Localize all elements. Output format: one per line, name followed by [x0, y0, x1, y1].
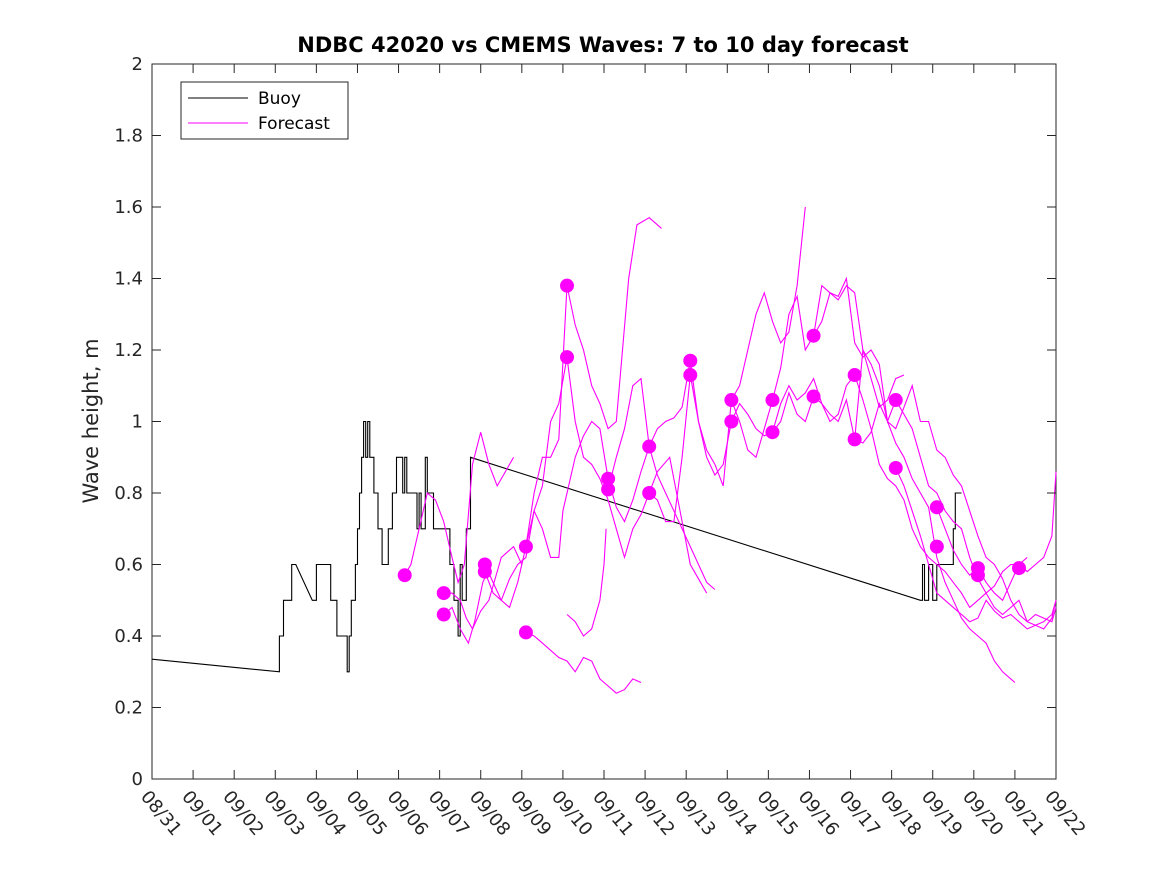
forecast-marker: [724, 414, 739, 429]
y-tick-label: 1.8: [114, 126, 143, 147]
forecast-run-line-10: [648, 373, 1028, 609]
forecast-marker: [518, 625, 533, 640]
forecast-run-line-8: [566, 528, 607, 637]
legend-label-forecast: Forecast: [258, 114, 330, 134]
buoy-series-line: [151, 420, 962, 673]
y-tick-label: 1: [132, 412, 143, 433]
forecast-marker: [397, 568, 412, 583]
forecast-marker: [683, 353, 698, 368]
forecast-marker: [1012, 561, 1027, 576]
y-tick-label: 0.8: [114, 483, 143, 504]
y-axis-label: Wave height, m: [79, 338, 103, 503]
legend-label-buoy: Buoy: [258, 89, 301, 109]
forecast-marker: [560, 350, 575, 365]
forecast-run-line-5: [484, 357, 708, 602]
forecast-run-line-3: [443, 564, 492, 645]
chart-title: NDBC 42020 vs CMEMS Waves: 7 to 10 day f…: [297, 33, 908, 57]
forecast-run-line-2: [443, 545, 523, 631]
y-tick-label: 1.2: [114, 340, 143, 361]
forecast-marker: [477, 564, 492, 579]
forecast-marker: [929, 539, 944, 554]
forecast-marker: [601, 482, 616, 497]
forecast-marker: [436, 586, 451, 601]
y-tick-label: 0.2: [114, 698, 143, 719]
forecast-marker: [642, 439, 657, 454]
forecast-marker: [642, 486, 657, 500]
plot-area: [151, 63, 1057, 780]
y-tick-label: 1.4: [114, 269, 143, 290]
y-tick-label: 0: [132, 769, 143, 790]
forecast-marker: [724, 393, 739, 408]
forecast-marker: [888, 393, 903, 408]
legend: Buoy Forecast: [180, 81, 349, 140]
forecast-run-line-11: [730, 206, 806, 401]
series-layer: [151, 206, 1057, 694]
forecast-run-line-7: [525, 631, 642, 694]
forecast-marker: [847, 368, 862, 383]
y-tick-label: 1.6: [114, 197, 143, 218]
y-tick-label: 2: [132, 54, 143, 75]
forecast-marker: [888, 460, 903, 475]
y-tick-label: 0.6: [114, 555, 143, 576]
forecast-run-line-12: [771, 348, 1016, 683]
forecast-marker: [765, 425, 780, 440]
y-tick-label: 0.4: [114, 626, 143, 647]
forecast-marker: [436, 607, 451, 622]
forecast-run-line-15: [895, 467, 1057, 630]
forecast-run-line-1: [404, 432, 515, 585]
forecast-run-line-16: [936, 471, 1057, 602]
markers-layer: [397, 278, 1027, 640]
legend-box: [180, 81, 349, 140]
forecast-run-line-9: [607, 377, 716, 590]
forecast-marker: [806, 328, 821, 343]
forecast-marker: [683, 368, 698, 383]
forecast-marker: [929, 500, 944, 515]
forecast-marker: [806, 389, 821, 404]
forecast-marker: [765, 393, 780, 408]
forecast-marker: [970, 568, 985, 583]
forecast-run-line-14: [854, 383, 1057, 623]
y-axis: 0 0.2 0.4 0.6 0.8 1 1.2 1.4 1.6 1.8 2: [114, 54, 1056, 790]
forecast-run-line-6: [525, 284, 905, 558]
forecast-run-line-13: [813, 276, 1057, 626]
forecast-marker: [560, 278, 575, 293]
forecast-marker: [847, 432, 862, 447]
forecast-marker: [518, 539, 533, 554]
